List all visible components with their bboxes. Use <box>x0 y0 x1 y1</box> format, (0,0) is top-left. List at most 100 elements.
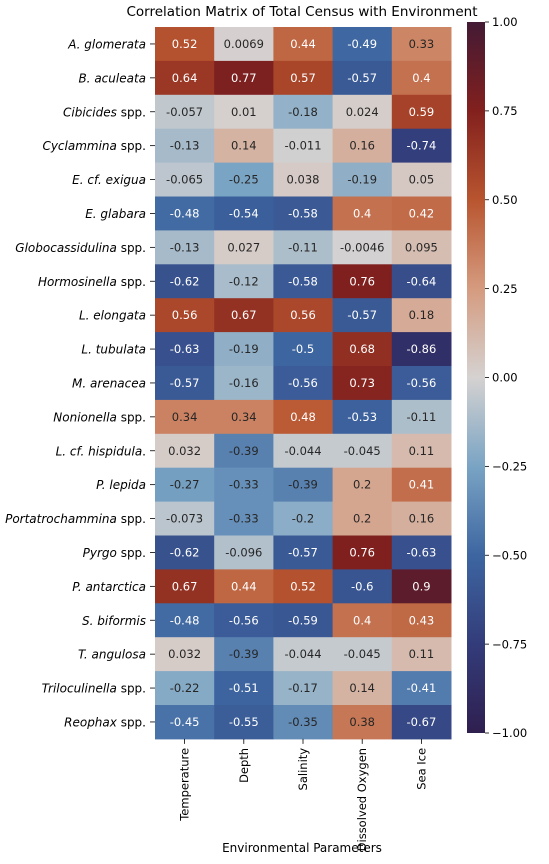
cell-value-label: -0.58 <box>288 206 318 220</box>
cell-value-label: -0.011 <box>284 139 321 153</box>
heatmap-cell <box>332 94 393 130</box>
heatmap-cell <box>391 535 452 570</box>
heatmap-cell <box>214 162 274 197</box>
row-label-taxon: L. elongata <box>79 309 146 323</box>
cell-value-label: 0.33 <box>409 37 435 51</box>
heatmap-cell <box>332 162 393 197</box>
heatmap-cell <box>214 366 274 401</box>
cell-value-label: 0.68 <box>349 342 375 356</box>
colorbar-tick-label: −1.00 <box>492 726 527 740</box>
heatmap-cell <box>273 535 334 570</box>
heatmap-cell <box>214 535 274 570</box>
column-label: Sea Ice <box>414 748 428 790</box>
heatmap-cell <box>155 230 215 265</box>
heatmap-cell <box>332 501 393 536</box>
heatmap-cell <box>155 637 215 672</box>
cell-value-label: 0.11 <box>409 444 435 458</box>
colorbar-tick-label: 0.50 <box>492 193 518 207</box>
cell-value-label: -0.56 <box>407 376 437 390</box>
cell-value-label: -0.11 <box>407 410 437 424</box>
row-label-taxon: E. glabara <box>85 207 146 221</box>
cell-value-label: -0.12 <box>229 274 259 288</box>
row-label: Portatrochammina spp. <box>5 512 146 526</box>
colorbar-tick-label: 1.00 <box>492 15 518 29</box>
heatmap-cell <box>332 637 393 672</box>
cell-value-label: 0.4 <box>353 206 371 220</box>
heatmap-cell <box>391 162 452 197</box>
heatmap-cell <box>332 332 393 367</box>
row-label: Triloculinella spp. <box>42 682 146 696</box>
row-label-taxon: T. angulosa <box>78 648 146 662</box>
cell-value-label: 0.18 <box>409 308 435 322</box>
heatmap-cell <box>155 501 215 536</box>
heatmap-cell <box>273 332 334 367</box>
heatmap-cell <box>332 603 393 638</box>
cell-value-label: 0.14 <box>349 681 375 695</box>
cell-value-label: 0.2 <box>353 478 371 492</box>
cell-value-label: -0.19 <box>229 342 259 356</box>
heatmap-cell <box>391 433 452 469</box>
heatmap-cell <box>273 94 334 130</box>
heatmap-cell <box>391 603 452 638</box>
cell-value-label: -0.096 <box>225 545 262 559</box>
colorbar-tick-label: −0.50 <box>492 548 527 562</box>
row-label: Cibicides spp. <box>63 105 146 119</box>
heatmap-cell <box>155 298 215 333</box>
cell-value-label: -0.11 <box>288 240 318 254</box>
cell-value-label: -0.54 <box>229 206 259 220</box>
cell-value-label: -0.39 <box>288 478 318 492</box>
cell-value-label: -0.19 <box>347 173 377 187</box>
heatmap-cell <box>391 671 452 706</box>
cell-value-label: -0.045 <box>344 647 381 661</box>
cell-value-label: -0.63 <box>170 342 200 356</box>
heatmap-cell <box>391 94 452 130</box>
cell-value-label: 0.9 <box>412 579 430 593</box>
row-label-suffix: . <box>142 444 146 458</box>
heatmap-cell <box>391 332 452 367</box>
cell-value-label: -0.67 <box>407 715 437 729</box>
cell-value-label: 0.76 <box>349 274 375 288</box>
heatmap-cell <box>391 366 452 401</box>
cell-value-label: 0.16 <box>349 139 375 153</box>
cell-value-label: 0.76 <box>349 545 375 559</box>
heatmap-cell <box>273 569 334 604</box>
heatmap-cell <box>332 705 393 740</box>
row-label: L. elongata <box>79 309 146 323</box>
column-label: Salinity <box>296 748 310 791</box>
cell-value-label: -0.57 <box>347 308 377 322</box>
heatmap-cell <box>332 128 393 164</box>
cell-value-label: 0.38 <box>349 715 375 729</box>
cell-value-label: -0.53 <box>347 410 377 424</box>
cell-value-label: -0.63 <box>407 545 437 559</box>
heatmap-cell <box>214 27 274 62</box>
cell-value-label: 0.56 <box>172 308 198 322</box>
heatmap-cell <box>214 467 274 503</box>
heatmap-cell <box>391 298 452 333</box>
cell-value-label: 0.34 <box>172 410 198 424</box>
heatmap-cell <box>155 535 215 570</box>
cell-value-label: -0.044 <box>284 444 321 458</box>
heatmap-cell <box>214 230 274 265</box>
row-label-taxon: P. antarctica <box>72 580 146 594</box>
cell-value-label: -0.74 <box>407 139 437 153</box>
cell-value-label: 0.48 <box>290 410 316 424</box>
cell-value-label: -0.17 <box>288 681 318 695</box>
cell-value-label: -0.044 <box>284 647 321 661</box>
row-label: A. glomerata <box>67 37 146 51</box>
cell-value-label: 0.59 <box>409 105 435 119</box>
heatmap-cell <box>214 671 274 706</box>
heatmap-cell <box>273 501 334 536</box>
heatmap-cell <box>214 332 274 367</box>
cell-value-label: -0.39 <box>229 647 259 661</box>
cell-value-label: -0.48 <box>170 206 200 220</box>
row-label-taxon: Hormosinella <box>38 275 117 289</box>
heatmap-cell <box>273 637 334 672</box>
heatmap-cell <box>391 60 452 96</box>
row-label: L. cf. hispidula. <box>56 444 146 458</box>
heatmap-cell <box>155 27 215 62</box>
row-label-suffix: spp. <box>117 241 146 255</box>
row-label: Nonionella spp. <box>53 410 146 424</box>
cell-value-label: -0.045 <box>344 444 381 458</box>
cell-value-label: 0.41 <box>409 478 435 492</box>
heatmap-cell <box>332 298 393 333</box>
